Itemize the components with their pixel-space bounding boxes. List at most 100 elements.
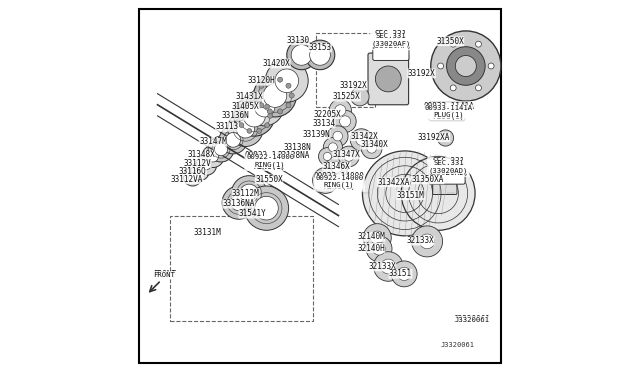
Circle shape [319, 174, 332, 187]
Circle shape [207, 151, 218, 162]
Circle shape [214, 142, 228, 156]
Circle shape [451, 41, 456, 47]
Text: 33151M: 33151M [397, 191, 424, 200]
Circle shape [420, 234, 435, 249]
Circle shape [437, 130, 454, 146]
Circle shape [335, 105, 346, 116]
Circle shape [356, 134, 367, 145]
Text: 33139N: 33139N [303, 130, 330, 139]
Circle shape [253, 74, 296, 117]
Circle shape [266, 60, 308, 102]
Circle shape [222, 186, 255, 219]
Circle shape [376, 66, 401, 92]
Circle shape [202, 145, 224, 167]
Text: 33134: 33134 [312, 119, 335, 128]
Circle shape [328, 126, 348, 147]
Circle shape [363, 224, 391, 252]
Circle shape [230, 195, 247, 211]
Circle shape [323, 153, 332, 161]
Circle shape [191, 162, 209, 180]
Text: 33116Q: 33116Q [179, 167, 207, 176]
Circle shape [289, 93, 294, 98]
Text: 31342X: 31342X [351, 132, 378, 141]
Circle shape [340, 116, 351, 127]
Text: 31346X: 31346X [323, 162, 351, 171]
Circle shape [245, 87, 284, 126]
Text: 31420X: 31420X [262, 59, 291, 68]
Circle shape [263, 84, 287, 108]
FancyBboxPatch shape [372, 38, 409, 61]
Text: 31550X: 31550X [255, 175, 283, 184]
Text: 33113: 33113 [216, 122, 239, 131]
Text: FRONT: FRONT [153, 272, 175, 278]
Text: 32133X: 32133X [406, 236, 435, 245]
Circle shape [397, 267, 411, 280]
Text: 33112VA: 33112VA [171, 175, 204, 184]
Circle shape [278, 109, 283, 114]
Circle shape [184, 167, 202, 186]
Circle shape [232, 176, 267, 211]
Circle shape [239, 104, 244, 109]
Circle shape [236, 113, 241, 118]
Circle shape [259, 83, 264, 88]
Text: SEC.331
(33020AF): SEC.331 (33020AF) [370, 31, 412, 50]
Text: FRONT: FRONT [152, 270, 176, 279]
Circle shape [391, 261, 417, 287]
Circle shape [247, 98, 252, 103]
Circle shape [196, 167, 204, 176]
Text: 33192X: 33192X [408, 69, 435, 78]
Text: 00933-1141A
PLUG(1): 00933-1141A PLUG(1) [423, 102, 474, 121]
Circle shape [438, 63, 444, 69]
Circle shape [291, 45, 312, 65]
Text: 33192XA: 33192XA [417, 133, 450, 142]
FancyBboxPatch shape [429, 102, 465, 121]
Circle shape [451, 85, 456, 91]
Circle shape [333, 131, 342, 141]
Circle shape [256, 93, 261, 98]
Circle shape [412, 226, 443, 257]
Circle shape [362, 151, 447, 236]
Text: 31350X: 31350X [436, 37, 464, 46]
Circle shape [305, 40, 335, 70]
FancyBboxPatch shape [429, 162, 465, 184]
Text: J3320061: J3320061 [454, 317, 490, 323]
Text: 00922-14000
RING(1): 00922-14000 RING(1) [246, 154, 294, 168]
Circle shape [326, 157, 348, 179]
Text: J3320061: J3320061 [441, 343, 475, 349]
Circle shape [228, 111, 263, 147]
Circle shape [362, 138, 382, 159]
Circle shape [278, 77, 283, 82]
Text: 00922-14000
RING(1): 00922-14000 RING(1) [244, 151, 296, 171]
Circle shape [268, 109, 273, 114]
Circle shape [366, 236, 392, 262]
Text: 31405X: 31405X [232, 102, 259, 111]
Text: 31340X: 31340X [361, 140, 388, 149]
Text: SEC.331
(33020AD): SEC.331 (33020AD) [428, 157, 469, 176]
Circle shape [329, 99, 351, 121]
Circle shape [236, 119, 255, 138]
Text: 00922-14000
RING(1): 00922-14000 RING(1) [314, 172, 365, 191]
Text: 32133X: 32133X [368, 262, 396, 271]
Circle shape [367, 144, 376, 153]
Circle shape [254, 96, 275, 117]
Circle shape [312, 167, 339, 193]
Circle shape [220, 126, 247, 154]
Text: 00922-14000
RING(1): 00922-14000 RING(1) [315, 175, 364, 188]
Circle shape [259, 103, 264, 108]
Circle shape [239, 123, 244, 128]
Circle shape [286, 103, 291, 108]
Text: 31342XA: 31342XA [378, 178, 410, 187]
Circle shape [334, 110, 356, 132]
Circle shape [196, 155, 216, 175]
Text: 31348X: 31348X [188, 150, 215, 159]
Circle shape [243, 105, 266, 127]
Text: 33136N: 33136N [221, 111, 249, 121]
Circle shape [319, 148, 336, 165]
Text: 31350XA: 31350XA [412, 175, 444, 184]
Text: 32140H: 32140H [357, 244, 385, 253]
Text: 31525X: 31525X [333, 92, 360, 101]
Text: 32140M: 32140M [357, 232, 385, 241]
Circle shape [381, 259, 396, 274]
Circle shape [328, 143, 337, 152]
FancyBboxPatch shape [368, 53, 408, 105]
